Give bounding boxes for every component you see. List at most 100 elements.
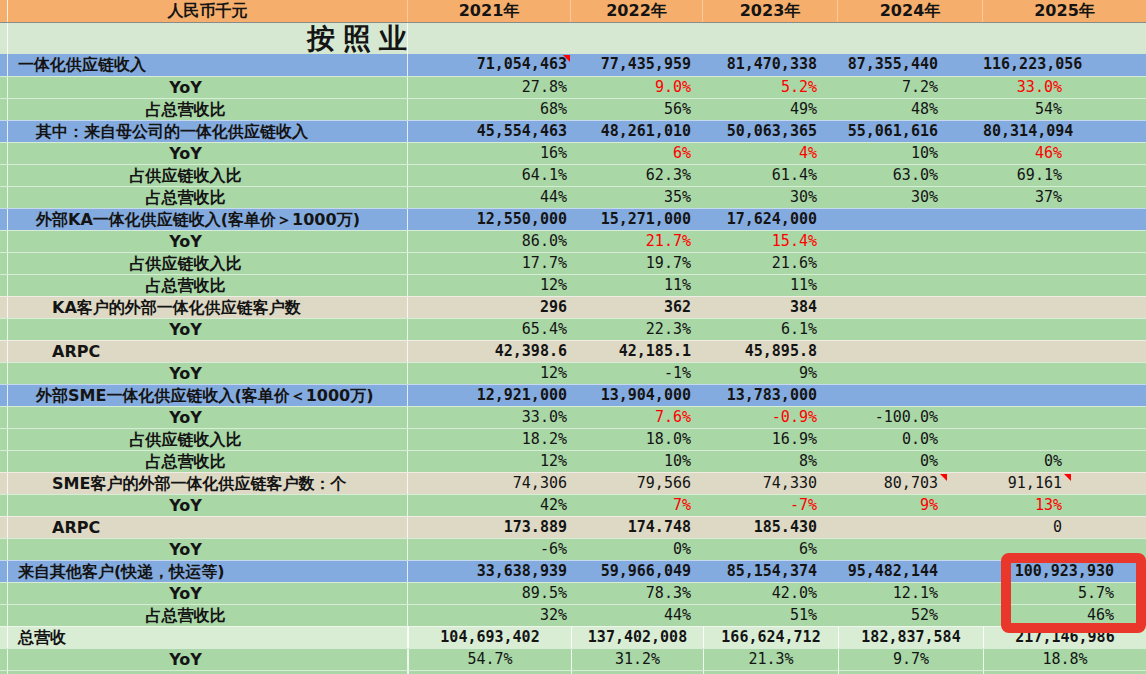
cell[interactable]: 32%	[408, 605, 571, 626]
cell[interactable]: 21.6%	[703, 253, 838, 274]
cell[interactable]: 86.0%	[408, 231, 571, 252]
cell[interactable]: 21.7%	[571, 231, 703, 252]
cell[interactable]: 10%	[571, 451, 703, 472]
cell[interactable]: 296	[408, 297, 571, 318]
unit-label[interactable]: 人民币千元	[8, 0, 408, 22]
cell[interactable]: 12%	[408, 363, 571, 384]
cell[interactable]: 16.9%	[703, 429, 838, 450]
cell[interactable]: 42%	[408, 495, 571, 516]
cell[interactable]: 46%	[983, 605, 1146, 626]
row-label[interactable]: YoY	[8, 143, 408, 164]
row-label[interactable]: 占总营收比	[8, 451, 408, 472]
row-label[interactable]: YoY	[8, 363, 408, 384]
cell[interactable]: 217,146,986	[983, 627, 1146, 648]
cell[interactable]	[983, 363, 1146, 384]
cell[interactable]: 22.3%	[571, 319, 703, 340]
row-label[interactable]: YoY	[8, 539, 408, 560]
cell[interactable]: 17.7%	[408, 253, 571, 274]
row-label[interactable]: 外部KA一体化供应链收入(客单价＞1000万)	[8, 209, 408, 230]
cell[interactable]	[838, 539, 983, 560]
cell[interactable]: 9%	[703, 363, 838, 384]
cell[interactable]: 185.430	[703, 517, 838, 538]
row-label[interactable]: YoY	[8, 583, 408, 604]
cell[interactable]: 48%	[838, 99, 983, 120]
cell[interactable]: 7.2%	[838, 77, 983, 98]
row-label[interactable]: 占总营收比	[8, 275, 408, 296]
cell[interactable]: 13%	[983, 495, 1146, 516]
cell[interactable]: -6%	[408, 539, 571, 560]
row-label[interactable]: 占总营收比	[8, 187, 408, 208]
cell[interactable]	[838, 231, 983, 252]
cell[interactable]	[983, 385, 1146, 406]
column-header-2022[interactable]: 2022年	[571, 0, 703, 22]
cell[interactable]: 74,330	[703, 473, 838, 494]
cell[interactable]: 15,271,000	[571, 209, 703, 230]
cell[interactable]: 50,063,365	[703, 121, 838, 142]
cell[interactable]: 5.2%	[703, 77, 838, 98]
cell[interactable]: 11%	[571, 275, 703, 296]
cell[interactable]	[983, 407, 1146, 428]
cell[interactable]: 68%	[408, 99, 571, 120]
cell[interactable]: 85,154,374	[703, 561, 838, 582]
cell[interactable]: 44%	[408, 187, 571, 208]
cell[interactable]: -100.0%	[838, 407, 983, 428]
cell[interactable]: 74,306	[408, 473, 571, 494]
cell[interactable]: 35%	[571, 187, 703, 208]
cell[interactable]: 12,921,000	[408, 385, 571, 406]
cell[interactable]: 174.748	[571, 517, 703, 538]
cell[interactable]: 0%	[983, 451, 1146, 472]
cell[interactable]: 45,895.8	[703, 341, 838, 362]
cell[interactable]	[838, 297, 983, 318]
cell[interactable]: 63.0%	[838, 165, 983, 186]
cell[interactable]: 61.4%	[703, 165, 838, 186]
cell[interactable]: 173.889	[408, 517, 571, 538]
cell[interactable]: 54%	[983, 99, 1146, 120]
cell[interactable]: 19.7%	[571, 253, 703, 274]
row-label[interactable]: 一体化供应链收入	[8, 54, 408, 76]
cell[interactable]: 42,398.6	[408, 341, 571, 362]
cell[interactable]: 9.0%	[571, 77, 703, 98]
cell[interactable]: 12%	[408, 451, 571, 472]
cell[interactable]: 8%	[703, 451, 838, 472]
cell[interactable]: 9.7%	[838, 649, 983, 670]
cell[interactable]	[838, 319, 983, 340]
cell[interactable]: 87,355,440	[838, 54, 983, 76]
column-header-2021[interactable]: 2021年	[408, 0, 571, 22]
cell[interactable]	[838, 253, 983, 274]
column-header-2024[interactable]: 2024年	[838, 0, 983, 22]
row-label[interactable]: YoY	[8, 407, 408, 428]
row-label[interactable]: 其中：来自母公司的一体化供应链收入	[8, 121, 408, 142]
row-label[interactable]: YoY	[8, 231, 408, 252]
row-label[interactable]: 占总营收比	[8, 605, 408, 626]
row-label[interactable]: 占供应链收入比	[8, 253, 408, 274]
cell[interactable]	[983, 275, 1146, 296]
cell[interactable]: 30%	[703, 187, 838, 208]
cell[interactable]: 12,550,000	[408, 209, 571, 230]
row-label[interactable]: SME客户的外部一体化供应链客户数：个	[8, 473, 408, 494]
cell[interactable]	[838, 209, 983, 230]
cell[interactable]: 55,061,616	[838, 121, 983, 142]
cell[interactable]: -0.9%	[703, 407, 838, 428]
cell[interactable]: 11%	[703, 275, 838, 296]
cell[interactable]: 80,703	[838, 473, 983, 494]
row-label[interactable]: 占供应链收入比	[8, 429, 408, 450]
cell[interactable]: 15.4%	[703, 231, 838, 252]
cell[interactable]: 166,624,712	[703, 627, 838, 648]
cell[interactable]: 81,470,338	[703, 54, 838, 76]
cell[interactable]: 33.0%	[983, 77, 1146, 98]
row-label[interactable]: ARPC	[8, 517, 408, 538]
row-label[interactable]: 占总营收比	[8, 99, 408, 120]
cell[interactable]	[838, 275, 983, 296]
cell[interactable]: 21.3%	[703, 649, 838, 670]
cell[interactable]: 44%	[571, 605, 703, 626]
cell[interactable]: 5.7%	[983, 583, 1146, 604]
cell[interactable]	[983, 319, 1146, 340]
cell[interactable]	[983, 297, 1146, 318]
cell[interactable]: 0.0%	[838, 429, 983, 450]
cell[interactable]: 0	[983, 517, 1146, 538]
row-label[interactable]: 占供应链收入比	[8, 165, 408, 186]
cell[interactable]: 18.0%	[571, 429, 703, 450]
cell[interactable]: 56%	[571, 99, 703, 120]
cell[interactable]: 79,566	[571, 473, 703, 494]
cell[interactable]: 42.0%	[703, 583, 838, 604]
